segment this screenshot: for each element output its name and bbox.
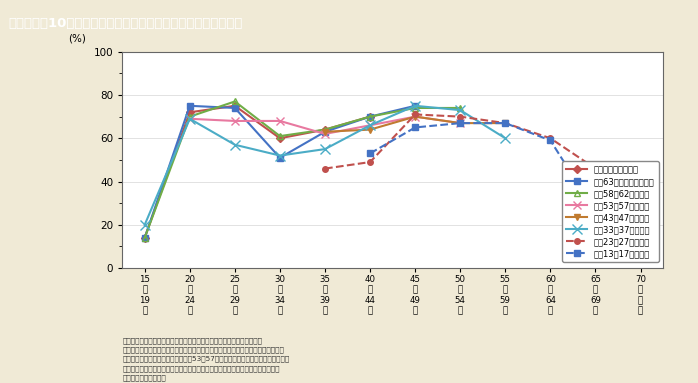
平成５〜９年生まれ [230, 103, 239, 108]
昭和58〜62年生まれ [321, 127, 329, 132]
昭和43〜47年生まれ [456, 121, 464, 125]
昭和13〜17年生まれ [637, 249, 645, 253]
平成５〜９年生まれ [186, 110, 194, 115]
昭和63〜平成４年生まれ [186, 103, 194, 108]
昭和58〜62年生まれ [276, 134, 284, 138]
昭和43〜47年生まれ [321, 129, 329, 134]
昭和63〜平成４年生まれ [411, 103, 419, 108]
昭和23〜27年生まれ [547, 136, 555, 141]
平成５〜９年生まれ [366, 114, 374, 119]
昭和63〜平成４年生まれ [230, 106, 239, 110]
Line: 昭和58〜62年生まれ: 昭和58〜62年生まれ [141, 98, 463, 241]
昭和33〜37年生まれ [230, 142, 239, 147]
昭和43〜47年生まれ [366, 127, 374, 132]
昭和58〜62年生まれ [411, 106, 419, 110]
昭和53〜57年生まれ [230, 119, 239, 123]
昭和63〜平成４年生まれ [366, 114, 374, 119]
Text: 第１－特－10図　女性の年齢階級別労働力率の世代による特徴: 第１－特－10図 女性の年齢階級別労働力率の世代による特徴 [8, 17, 243, 30]
昭和33〜37年生まれ [276, 153, 284, 158]
昭和23〜27年生まれ [366, 160, 374, 164]
Line: 昭和13〜17年生まれ: 昭和13〜17年生まれ [367, 120, 644, 254]
Line: 昭和43〜47年生まれ: 昭和43〜47年生まれ [322, 113, 509, 135]
昭和13〜17年生まれ [366, 151, 374, 156]
平成５〜９年生まれ [140, 236, 149, 240]
昭和23〜27年生まれ [591, 166, 600, 171]
昭和53〜57年生まれ [411, 114, 419, 119]
平成５〜９年生まれ [321, 127, 329, 132]
昭和58〜62年生まれ [230, 99, 239, 104]
Text: （備考）１．総務省「労働力調査（基本集計）」（年平均）より作成。
　　　　２．グラフが煩雑になるのを避けるため，出生年５年間を１つの世代とし
　　　　　てまとめ: （備考）１．総務省「労働力調査（基本集計）」（年平均）より作成。 ２．グラフが煩… [122, 337, 290, 381]
昭和53〜57年生まれ [321, 132, 329, 136]
昭和43〜47年生まれ [501, 121, 510, 125]
昭和33〜37年生まれ [321, 147, 329, 151]
Legend: 平成５〜９年生まれ, 昭和63〜平成４年生まれ, 昭和58〜62年生まれ, 昭和53〜57年生まれ, 昭和43〜47年生まれ, 昭和33〜37年生まれ, 昭和2: 平成５〜９年生まれ, 昭和63〜平成４年生まれ, 昭和58〜62年生まれ, 昭和… [562, 161, 659, 262]
昭和33〜37年生まれ [456, 108, 464, 113]
昭和58〜62年生まれ [140, 236, 149, 240]
昭和23〜27年生まれ [321, 166, 329, 171]
平成５〜９年生まれ [276, 136, 284, 141]
昭和53〜57年生まれ [366, 123, 374, 128]
昭和13〜17年生まれ [411, 125, 419, 130]
昭和43〜47年生まれ [411, 114, 419, 119]
昭和33〜37年生まれ [140, 223, 149, 227]
昭和63〜平成４年生まれ [321, 129, 329, 134]
昭和58〜62年生まれ [456, 106, 464, 110]
昭和23〜27年生まれ [501, 121, 510, 125]
Line: 昭和33〜37年生まれ: 昭和33〜37年生まれ [140, 101, 510, 230]
昭和13〜17年生まれ [591, 210, 600, 214]
昭和33〜37年生まれ [186, 116, 194, 121]
昭和33〜37年生まれ [366, 123, 374, 128]
Text: (%): (%) [68, 33, 86, 43]
昭和63〜平成４年生まれ [276, 155, 284, 160]
昭和53〜57年生まれ [186, 116, 194, 121]
昭和53〜57年生まれ [456, 121, 464, 125]
昭和58〜62年生まれ [366, 114, 374, 119]
Line: 平成５〜９年生まれ: 平成５〜９年生まれ [142, 103, 373, 241]
Line: 昭和53〜57年生まれ: 昭和53〜57年生まれ [186, 113, 464, 138]
昭和63〜平成４年生まれ [140, 236, 149, 240]
昭和58〜62年生まれ [186, 114, 194, 119]
昭和23〜27年生まれ [456, 114, 464, 119]
Line: 昭和63〜平成４年生まれ: 昭和63〜平成４年生まれ [142, 103, 418, 241]
昭和13〜17年生まれ [456, 121, 464, 125]
昭和23〜27年生まれ [411, 112, 419, 117]
昭和33〜37年生まれ [501, 136, 510, 141]
昭和33〜37年生まれ [411, 103, 419, 108]
昭和53〜57年生まれ [276, 119, 284, 123]
昭和13〜17年生まれ [501, 121, 510, 125]
昭和13〜17年生まれ [547, 138, 555, 143]
Line: 昭和23〜27年生まれ: 昭和23〜27年生まれ [322, 112, 598, 171]
